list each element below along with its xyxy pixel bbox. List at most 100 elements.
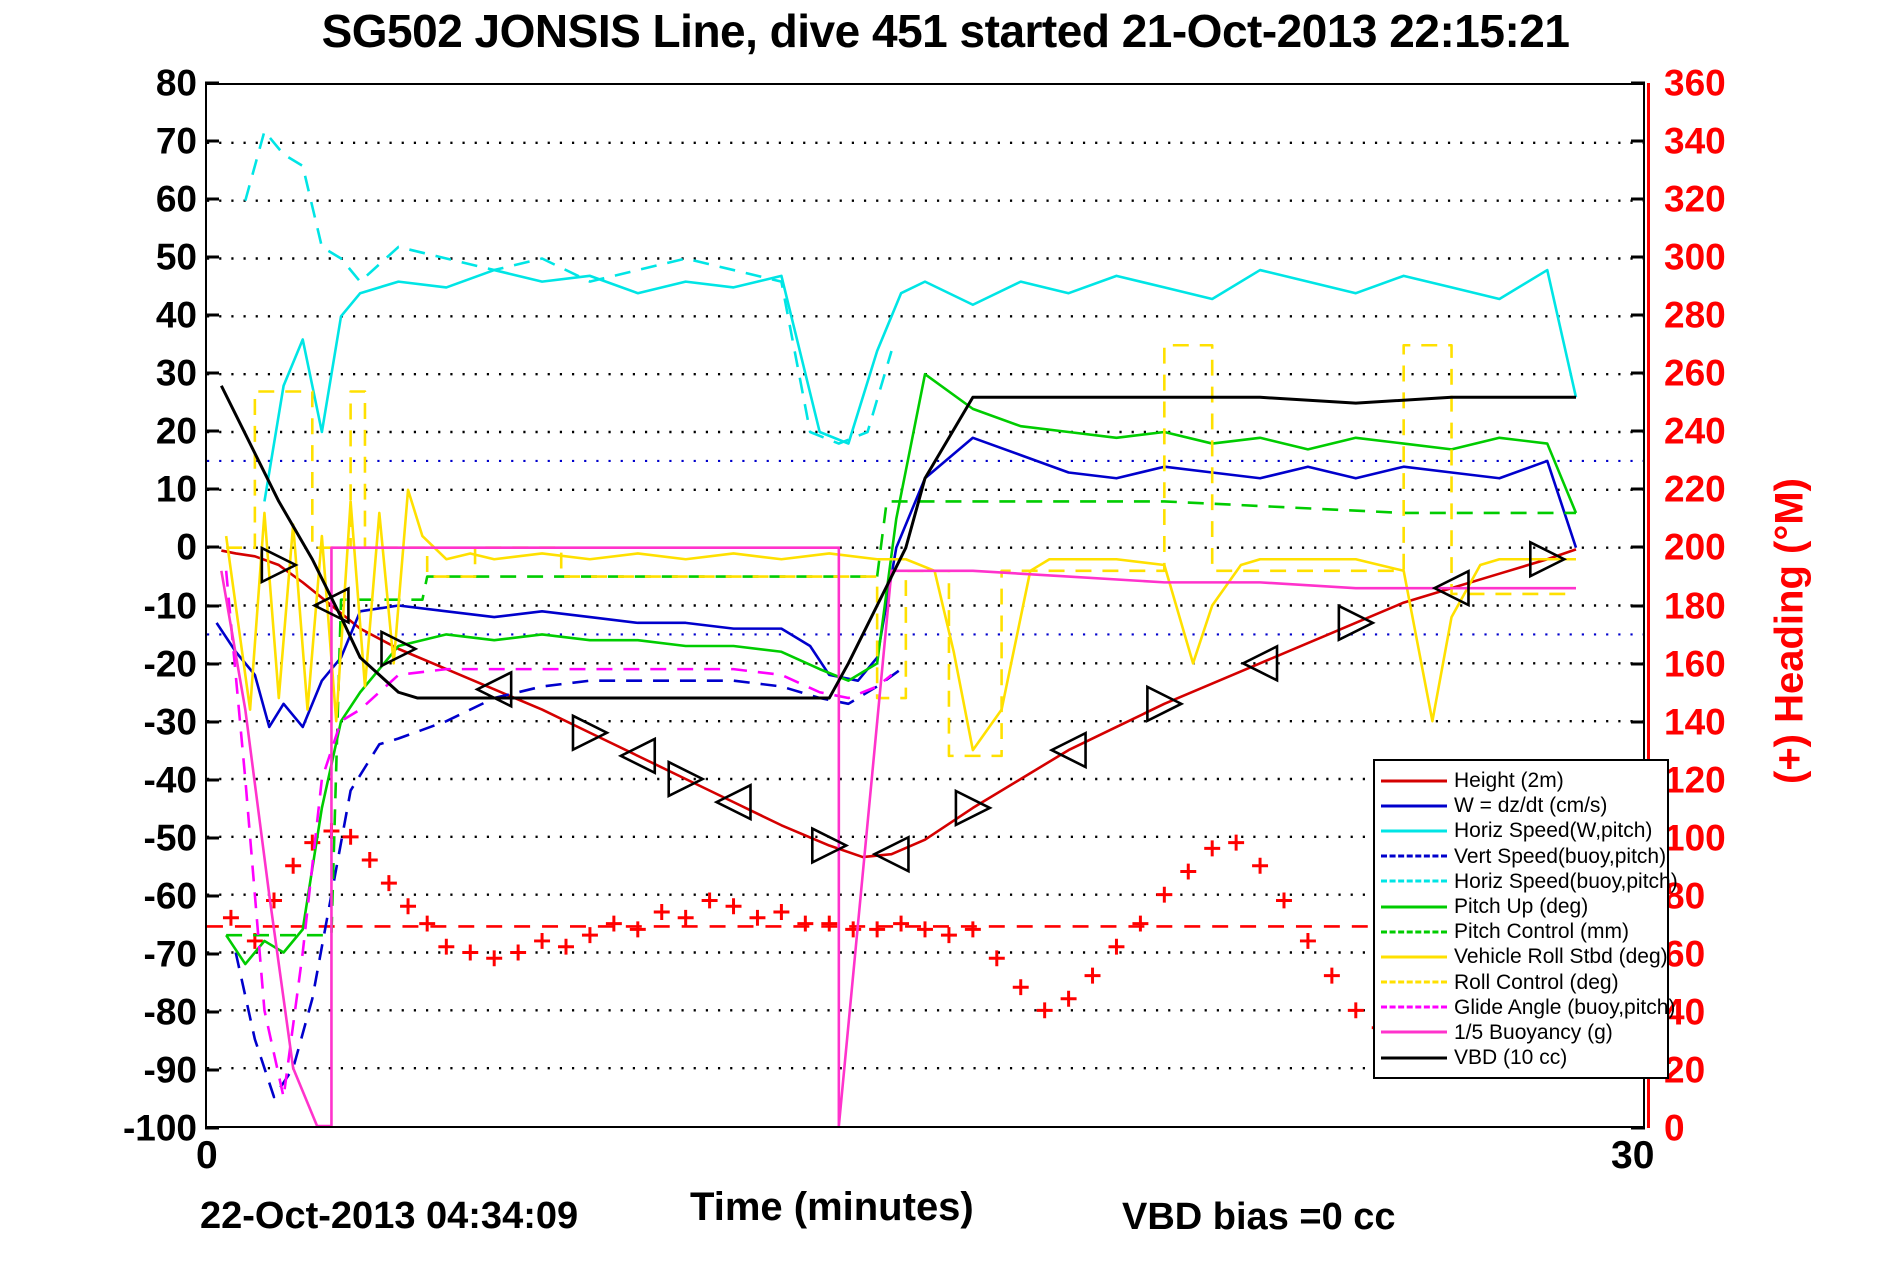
legend-color-swatch (1381, 1050, 1447, 1066)
legend-color-swatch (1381, 823, 1447, 839)
y-axis-tick-label-left: -30 (143, 701, 197, 743)
legend-color-swatch (1381, 848, 1447, 864)
series-line (215, 436, 1578, 729)
vbd-bias-note: VBD bias =0 cc (1122, 1196, 1396, 1238)
y-axis-tickmark-left (205, 1010, 219, 1014)
y-axis-tickmark-left (205, 139, 219, 143)
legend-item-label: 1/5 Buoyancy (g) (1454, 1020, 1613, 1044)
y-axis-tickmark-left (205, 429, 219, 433)
y-axis-tickmark-left (205, 778, 219, 782)
x-axis-label: Time (minutes) (690, 1185, 974, 1229)
legend-item[interactable]: VBD (10 cc) (1381, 1045, 1661, 1070)
y-axis-tick-label-left: 30 (155, 352, 197, 394)
direction-marker (1048, 731, 1087, 770)
right-axis-line (1647, 83, 1650, 1128)
y-axis-tickmark-right (1631, 1126, 1645, 1130)
y-axis-tick-label-right: 0 (1664, 1107, 1685, 1149)
y-axis-tick-label-left: 10 (155, 468, 197, 510)
y-axis-tick-label-left: -10 (143, 585, 197, 626)
series-line (220, 385, 1576, 700)
legend-color-swatch (1381, 949, 1447, 965)
direction-marker (1337, 603, 1376, 642)
legend-item-label: Glide Angle (buoy,pitch) (1454, 995, 1676, 1019)
x-axis-tick-label: 30 (1611, 1134, 1655, 1177)
series-line (221, 548, 1577, 859)
y-axis-tickmark-right (1631, 545, 1645, 549)
y-axis-tick-label-left: -40 (143, 759, 197, 801)
legend: Height (2m) W = dz/dt (cm/s) Horiz Speed(W… (1373, 759, 1678, 1080)
legend-color-swatch (1381, 1024, 1447, 1040)
chart-title: SG502 JONSIS Line, dive 451 started 21-O… (321, 5, 1570, 57)
y-axis-tickmark-right (1631, 720, 1645, 724)
direction-marker (617, 736, 657, 775)
legend-item[interactable]: Horiz Speed(buoy,pitch) (1381, 869, 1678, 894)
y-axis-tickmark-left (205, 604, 219, 607)
legend-item[interactable]: W = dz/dt (cm/s) (1381, 793, 1661, 818)
direction-marker (571, 713, 610, 752)
direction-marker (1146, 684, 1185, 723)
legend-item[interactable]: Pitch Up (deg) (1381, 894, 1661, 919)
direction-marker (713, 783, 752, 822)
direction-marker (1529, 540, 1568, 579)
direction-marker (380, 629, 419, 668)
y-axis-tick-label-right: 80 (1664, 875, 1706, 917)
y-axis-tick-label-left: 70 (155, 120, 197, 162)
y-axis-tick-label-right: 140 (1664, 701, 1726, 743)
legend-color-swatch (1381, 999, 1447, 1015)
legend-item-label: Horiz Speed(W,pitch) (1454, 819, 1653, 843)
legend-item-label: Roll Control (deg) (1454, 970, 1619, 994)
legend-item-label: Height (2m) (1454, 769, 1564, 793)
y-axis-tickmark-right (1631, 313, 1645, 317)
data-layer (215, 129, 1580, 1126)
legend-item-label: VBD (10 cc) (1454, 1046, 1568, 1070)
direction-marker (474, 670, 513, 709)
y-axis-tick-label-right: 60 (1664, 933, 1706, 975)
y-axis-tickmark-right (1631, 371, 1645, 375)
legend-item[interactable]: Vehicle Roll Stbd (deg) (1381, 944, 1668, 969)
legend-color-swatch (1381, 899, 1447, 915)
y-axis-tickmark-left (205, 371, 219, 375)
y-axis-tickmark-right (1631, 429, 1645, 433)
y-axis-tick-label-left: -60 (143, 875, 197, 917)
y-axis-tickmark-left (205, 487, 219, 491)
legend-color-swatch (1381, 873, 1447, 889)
legend-item-label: Pitch Up (deg) (1454, 895, 1589, 919)
series-line (226, 343, 1576, 758)
direction-marker (1431, 569, 1470, 608)
y-axis-tickmark-right (1631, 487, 1645, 491)
y-axis-tickmark-left (205, 197, 219, 201)
dive-end-timestamp: 22-Oct-2013 04:34:09 (200, 1195, 579, 1237)
right-axis-label: (+) Heading (°M) (1767, 478, 1812, 784)
y-axis-tickmark-left (205, 836, 219, 840)
legend-item[interactable]: Vert Speed(buoy,pitch) (1381, 844, 1666, 869)
legend-item[interactable]: 1/5 Buoyancy (g) (1381, 1020, 1661, 1045)
legend-item[interactable]: Pitch Control (mm) (1381, 919, 1661, 944)
legend-color-swatch (1381, 798, 1447, 814)
y-axis-tick-label-right: 320 (1664, 178, 1726, 220)
y-axis-tick-label-right: 100 (1664, 817, 1726, 859)
y-axis-tick-label-left: -100 (122, 1107, 197, 1149)
y-axis-tick-label-left: -90 (143, 1049, 197, 1091)
legend-item[interactable]: Horiz Speed(W,pitch) (1381, 818, 1661, 843)
y-axis-tick-label-right: 300 (1664, 236, 1726, 278)
legend-item[interactable]: Glide Angle (buoy,pitch) (1381, 995, 1675, 1020)
series-line (263, 268, 1578, 502)
y-axis-tick-label-right: 200 (1664, 526, 1726, 568)
y-axis-tickmark-left (205, 662, 219, 666)
direction-marker (311, 586, 350, 625)
legend-item[interactable]: Roll Control (deg) (1381, 970, 1661, 995)
legend-item-label: W = dz/dt (cm/s) (1454, 794, 1608, 818)
legend-item-label: Horiz Speed(buoy,pitch) (1454, 869, 1678, 893)
direction-marker (1240, 644, 1279, 683)
legend-item[interactable]: Height (2m) (1381, 768, 1661, 793)
y-axis-tick-label-left: 50 (155, 236, 197, 278)
y-axis-tick-label-left: 40 (155, 294, 197, 336)
series-line (244, 129, 893, 445)
y-axis-tick-label-left: -20 (143, 643, 197, 685)
y-axis-tick-label-right: 120 (1664, 759, 1726, 801)
y-axis-tick-label-left: 0 (176, 526, 197, 568)
y-axis-tick-label-right: 360 (1664, 62, 1726, 104)
series-line (220, 546, 1576, 1126)
y-axis-tick-label-left: -70 (143, 933, 197, 975)
